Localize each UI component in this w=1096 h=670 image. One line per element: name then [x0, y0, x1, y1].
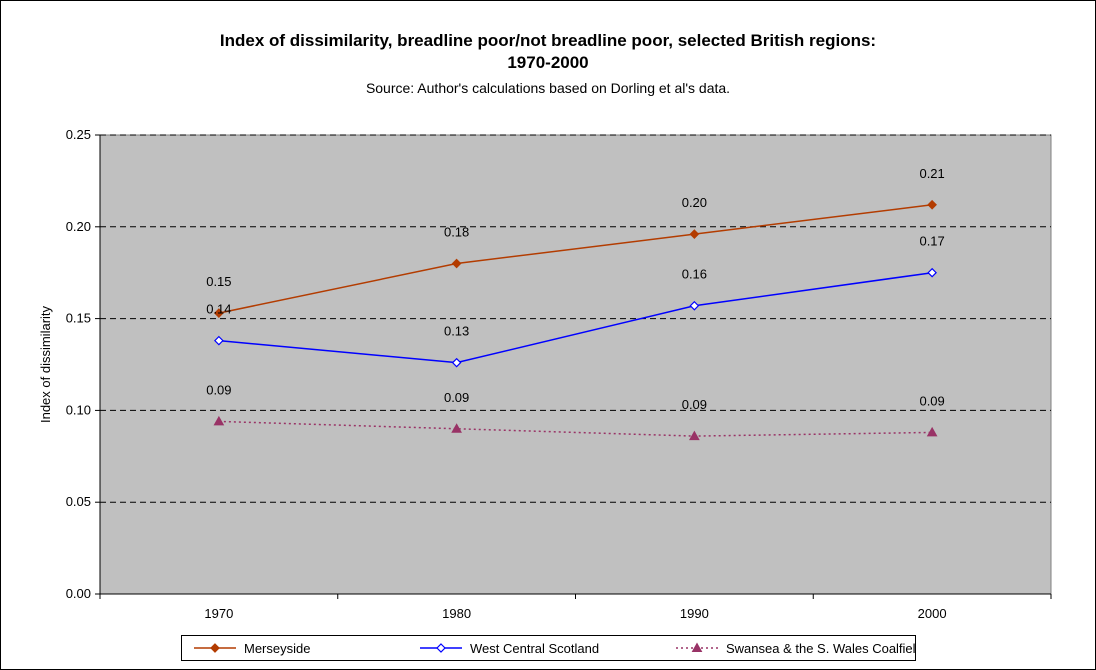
x-tick-label: 1980: [442, 606, 471, 621]
legend-marker: [691, 642, 703, 652]
x-tick-label: 1970: [204, 606, 233, 621]
series-line: [218, 204, 933, 314]
legend-svg: Merseyside West Central Scotland Swansea &…: [194, 641, 915, 656]
data-label: 0.20: [682, 195, 707, 210]
data-point: [451, 357, 462, 368]
data-label: 0.16: [682, 267, 707, 282]
data-point: [214, 335, 224, 346]
data-point: [214, 308, 224, 318]
data-point: [926, 426, 938, 437]
chart-title-line2: 1970-2000: [507, 53, 589, 72]
data-point: [689, 300, 700, 311]
y-tick-label: 0.20: [66, 219, 91, 234]
data-point: [451, 423, 462, 433]
data-point: [451, 258, 462, 269]
data-point: [927, 199, 937, 210]
y-tick-label: 0.15: [66, 311, 91, 326]
data-point: [213, 415, 225, 426]
data-label: 0.13: [444, 324, 469, 339]
legend-marker: [210, 643, 220, 653]
data-label: 0.09: [444, 390, 469, 405]
series-line: [218, 271, 933, 364]
legend-label: Swansea & the S. Wales Coalfields: [726, 641, 915, 656]
chart-legend: Merseyside West Central Scotland Swansea &…: [181, 635, 916, 661]
data-label: 0.14: [206, 302, 231, 317]
plot-area: [99, 134, 1052, 595]
data-label: 0.17: [919, 234, 944, 249]
y-tick-label: 0.25: [66, 127, 91, 142]
legend-label: West Central Scotland: [470, 641, 599, 656]
data-label: 0.15: [206, 274, 231, 289]
data-label: 0.09: [919, 393, 944, 408]
data-point: [689, 229, 700, 239]
legend-marker: [436, 643, 446, 653]
y-tick-label: 0.00: [66, 586, 91, 601]
data-point: [689, 430, 700, 441]
y-tick-label: 0.10: [66, 402, 91, 417]
data-label: 0.09: [682, 397, 707, 412]
chart-title: Index of dissimilarity, breadline poor/n…: [219, 31, 877, 50]
legend-label: Merseyside: [244, 641, 310, 656]
x-tick-label: 1990: [680, 606, 709, 621]
data-label: 0.21: [919, 166, 944, 181]
x-tick-label: 2000: [918, 606, 947, 621]
chart-subtitle: Source: Author's calculations based on D…: [365, 80, 731, 96]
data-point: [927, 267, 937, 278]
series-line: [218, 420, 933, 437]
data-label: 0.09: [206, 382, 231, 397]
y-tick-label: 0.05: [66, 494, 91, 509]
data-label: 0.18: [444, 225, 469, 240]
y-axis-label: Index of dissimilarity: [38, 305, 53, 423]
